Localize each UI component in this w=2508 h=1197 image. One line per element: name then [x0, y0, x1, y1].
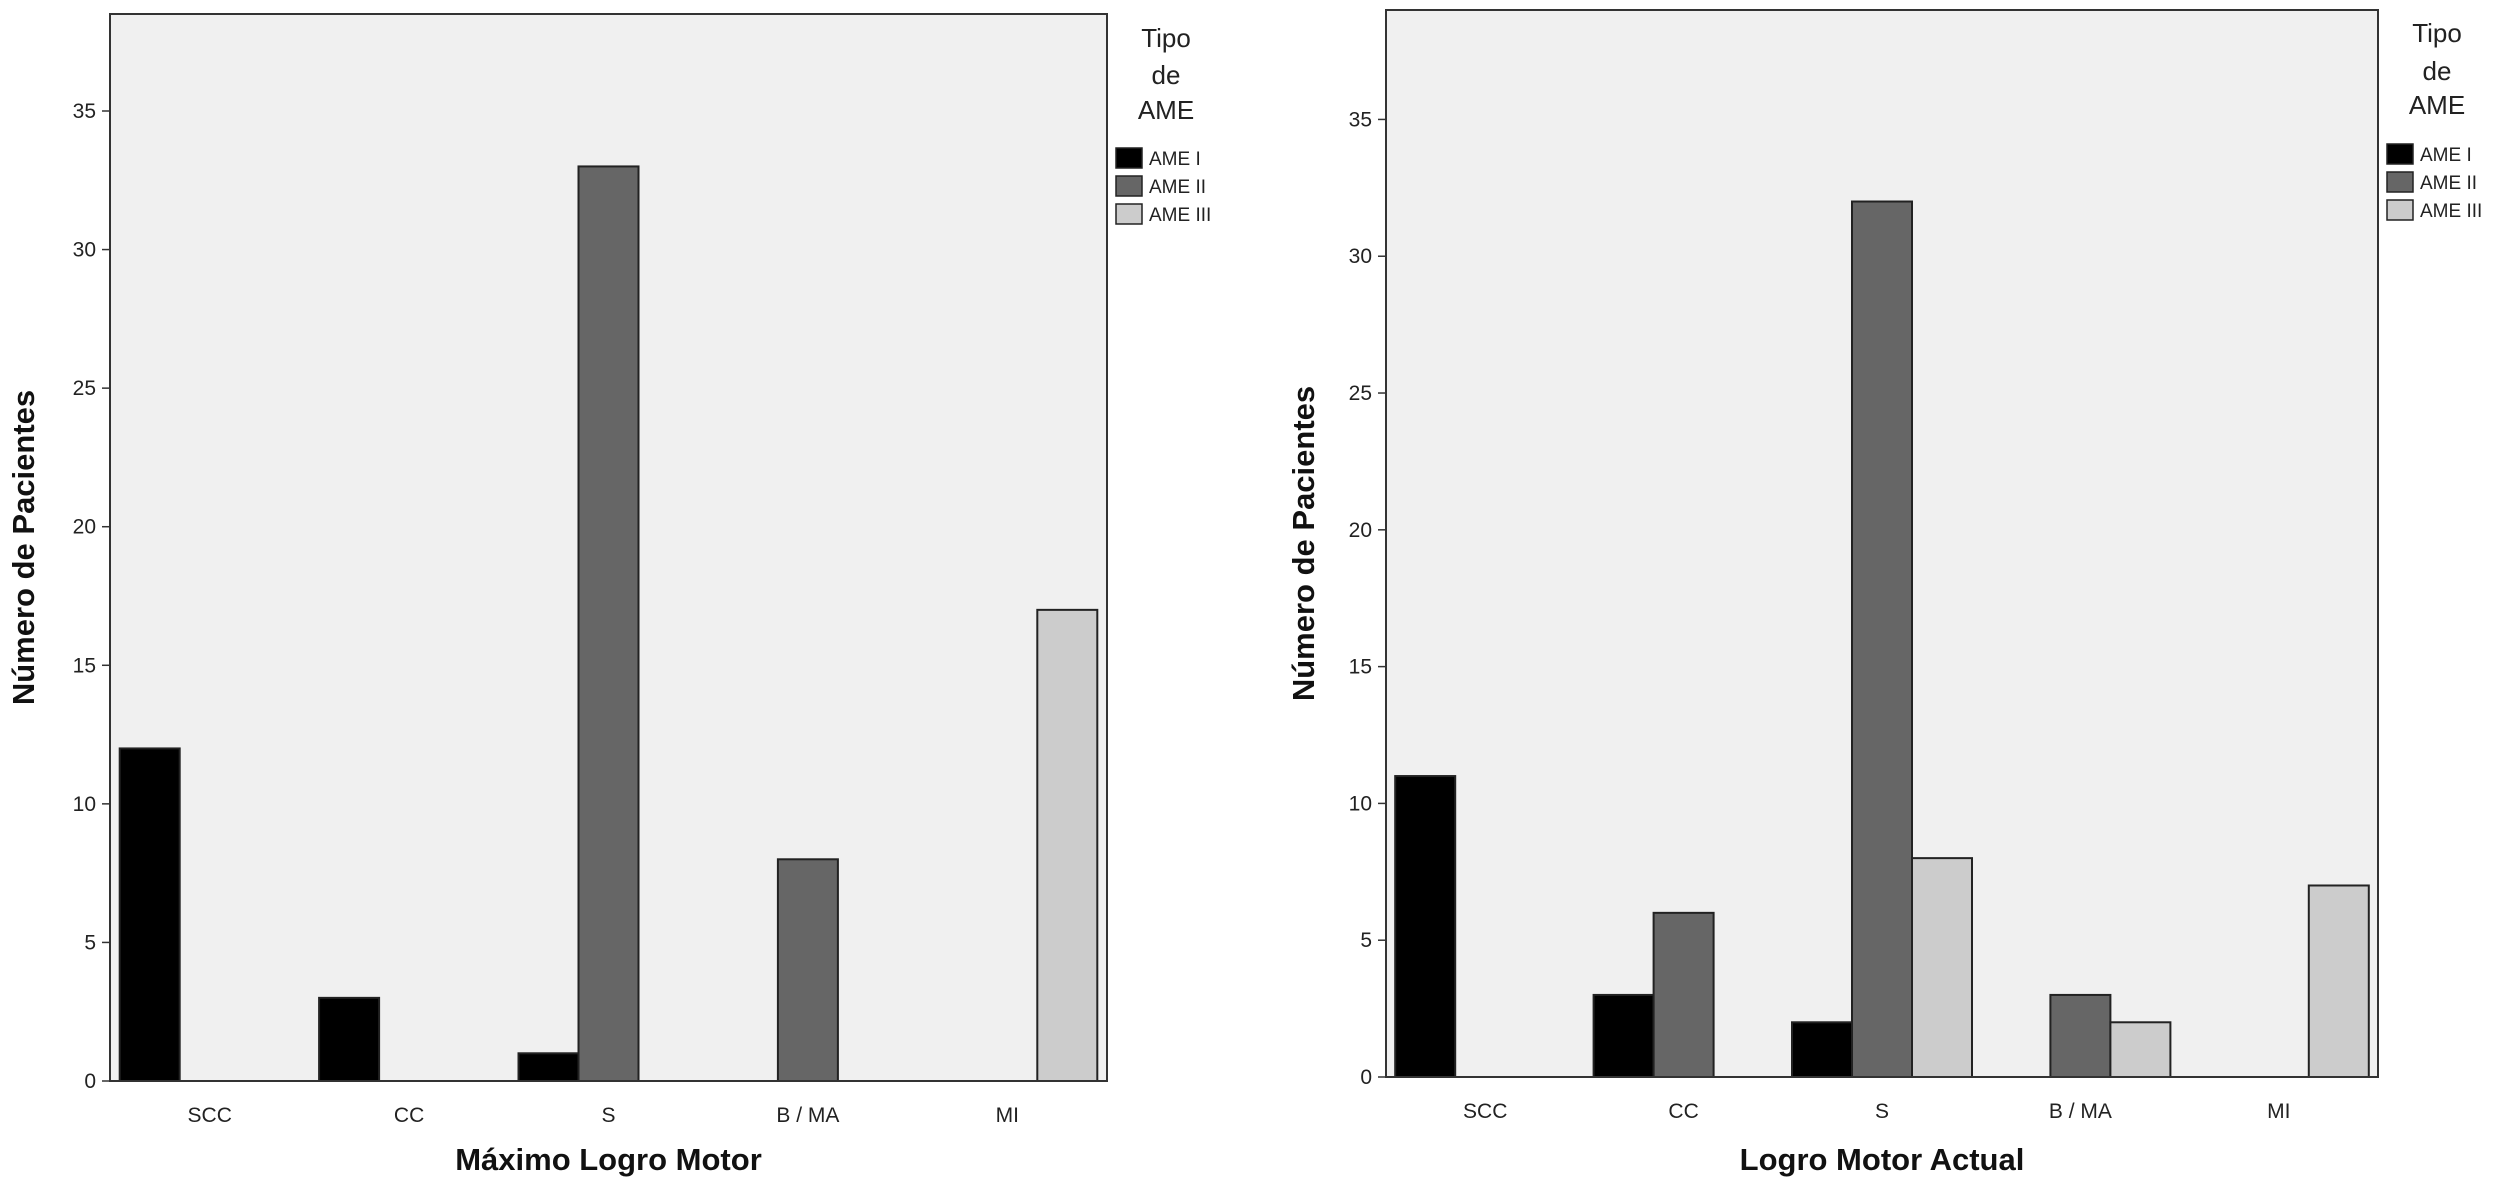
bar-b-ma-ame-ii: [776, 858, 839, 1082]
y-axis-title: Número de Pacientes: [1286, 386, 1321, 701]
bar-s-ame-i: [517, 1052, 580, 1083]
x-tick-label: S: [1875, 1100, 1889, 1123]
plot-frame: [1385, 9, 2379, 1078]
legend-swatch-ame-i: [1115, 147, 1143, 169]
legend-title: Tipo: [1141, 23, 1191, 53]
y-tick-label: 15: [73, 654, 96, 677]
x-tick-label: SCC: [1463, 1100, 1507, 1123]
y-tick-label: 35: [73, 100, 96, 123]
y-tick-label: 0: [1360, 1066, 1372, 1089]
y-tick-label: 5: [84, 931, 96, 954]
y-tick-label: 20: [73, 516, 96, 539]
x-tick-label: SCC: [188, 1104, 232, 1127]
x-tick-label: B / MA: [776, 1104, 839, 1127]
bar-s-ame-ii: [577, 165, 640, 1082]
bar-s-ame-i: [1791, 1021, 1853, 1078]
legend-title: Tipo: [2412, 18, 2462, 48]
bar-cc-ame-i: [1592, 993, 1655, 1079]
y-tick-label: 35: [1349, 108, 1372, 131]
x-tick-label: CC: [394, 1104, 424, 1127]
bar-b-ma-ame-ii: [2049, 993, 2112, 1079]
legend-title: de: [1152, 60, 1181, 90]
legend-swatch-ame-i: [2386, 143, 2414, 165]
x-tick-label: MI: [2267, 1100, 2290, 1123]
x-tick-label: B / MA: [2049, 1100, 2112, 1123]
x-axis-title: Logro Motor Actual: [1740, 1142, 2025, 1177]
legend-swatch-ame-ii: [2386, 171, 2414, 193]
x-axis-title: Máximo Logro Motor: [455, 1142, 762, 1177]
y-tick-label: 5: [1360, 929, 1372, 952]
bar-b-ma-ame-iii: [2109, 1021, 2172, 1078]
y-tick-label: 15: [1349, 656, 1372, 679]
legend-label-ame-i: AME I: [2420, 145, 2472, 166]
y-tick-label: 10: [1349, 792, 1372, 815]
legend-label-ame-iii: AME III: [1149, 205, 1211, 226]
bar-chart-maximo-logro-motor: 0 5 10 15 20 25 30 35 SCC CC S B / MA MI Máximo Logro…: [6, 13, 1211, 1177]
bar-chart-logro-motor-actual: 0 5 10 15 20 25 30 35 SCC CC S B / MA MI Logro Motor …: [1286, 9, 2482, 1177]
bar-s-ame-ii: [1851, 200, 1913, 1078]
y-tick-label: 10: [73, 793, 96, 816]
y-tick-label: 25: [73, 377, 96, 400]
legend-title: AME: [1138, 95, 1194, 125]
legend-swatch-ame-iii: [1115, 203, 1143, 225]
x-tick-label: CC: [1668, 1100, 1698, 1123]
plot-frame: [109, 13, 1108, 1082]
legend-title: AME: [2409, 90, 2465, 120]
bar-mi-ame-iii: [1036, 608, 1099, 1082]
y-tick-label: 0: [84, 1070, 96, 1093]
chart-panel-logro-motor-actual: 0 5 10 15 20 25 30 35 SCC CC S B / MA MI Logro Motor …: [1254, 0, 2508, 1197]
bar-cc-ame-ii: [1652, 911, 1715, 1078]
legend-label-ame-i: AME I: [1149, 149, 1201, 170]
legend-label-ame-iii: AME III: [2420, 201, 2482, 222]
legend-label-ame-ii: AME II: [2420, 173, 2477, 194]
bar-cc-ame-i: [318, 996, 381, 1082]
bar-mi-ame-iii: [2307, 884, 2370, 1078]
legend-swatch-ame-ii: [1115, 175, 1143, 197]
legend-title: de: [2423, 56, 2452, 86]
chart-panel-maximo-logro-motor: 0 5 10 15 20 25 30 35 SCC CC S B / MA MI Máximo Logro…: [6, 13, 1211, 1177]
y-tick-label: 20: [1349, 519, 1372, 542]
bar-s-ame-iii: [1911, 857, 1973, 1079]
y-axis-title: Número de Pacientes: [6, 390, 41, 705]
legend-label-ame-ii: AME II: [1149, 177, 1206, 198]
bar-scc-ame-i: [118, 747, 181, 1083]
y-tick-label: 25: [1349, 382, 1372, 405]
x-tick-label: MI: [996, 1104, 1019, 1127]
y-tick-label: 30: [1349, 245, 1372, 268]
x-tick-label: S: [601, 1104, 615, 1127]
legend-swatch-ame-iii: [2386, 199, 2414, 221]
y-tick-label: 30: [73, 239, 96, 262]
bar-scc-ame-i: [1394, 775, 1457, 1078]
